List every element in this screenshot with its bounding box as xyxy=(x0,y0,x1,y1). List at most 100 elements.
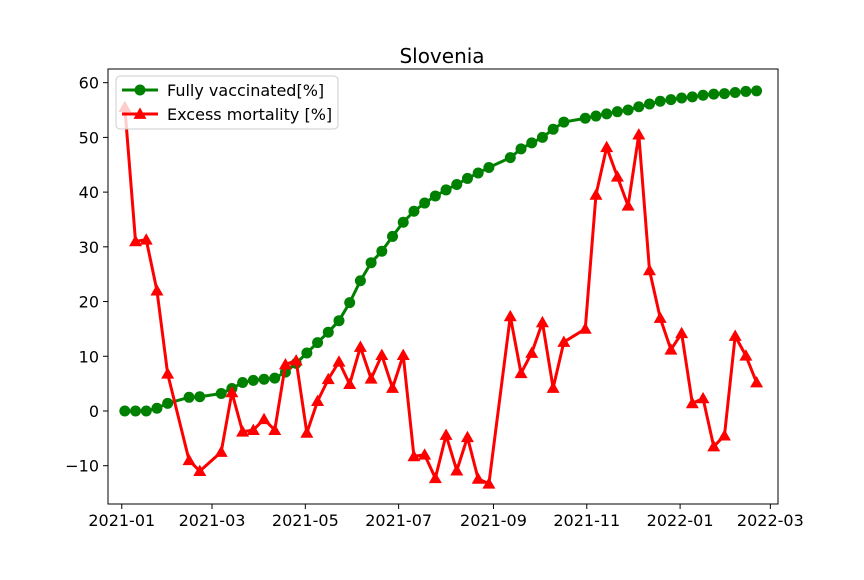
data-point-circle-0-52 xyxy=(718,88,730,100)
data-point-triangle-1-27 xyxy=(428,471,442,484)
data-point-triangle-1-51 xyxy=(707,440,721,452)
data-point-triangle-1-24 xyxy=(396,348,410,361)
data-point-circle-0-54 xyxy=(740,85,752,97)
data-point-circle-0-20 xyxy=(354,275,366,287)
data-point-circle-0-19 xyxy=(344,297,356,309)
legend: Fully vaccinated[%] Excess mortality [%] xyxy=(115,75,339,130)
series-1 xyxy=(118,100,764,489)
data-point-circle-0-28 xyxy=(440,184,452,196)
data-point-triangle-1-37 xyxy=(546,381,560,393)
x-tick-label-4: 2021-09 xyxy=(460,511,527,530)
data-point-triangle-1-6 xyxy=(193,464,207,477)
data-point-triangle-1-16 xyxy=(311,394,325,407)
data-point-circle-0-17 xyxy=(322,326,334,338)
data-point-triangle-1-43 xyxy=(621,199,635,211)
data-point-triangle-1-55 xyxy=(750,376,764,388)
legend-entry-1: Excess mortality [%] xyxy=(122,105,332,124)
data-point-triangle-1-21 xyxy=(364,372,378,384)
data-point-circle-0-44 xyxy=(633,101,645,113)
data-point-circle-0-6 xyxy=(194,391,206,403)
data-point-circle-0-45 xyxy=(644,98,656,110)
data-point-triangle-1-30 xyxy=(460,430,474,443)
x-tick-label-0: 2021-01 xyxy=(88,511,155,530)
data-point-triangle-1-15 xyxy=(300,426,314,438)
data-point-triangle-1-36 xyxy=(535,315,549,328)
data-point-circle-0-25 xyxy=(408,205,420,217)
data-point-circle-0-15 xyxy=(301,347,313,359)
y-tick-label-4: 30 xyxy=(79,238,99,257)
data-point-circle-0-29 xyxy=(451,178,463,190)
data-point-triangle-1-31 xyxy=(471,472,485,484)
data-point-triangle-1-41 xyxy=(600,140,614,153)
data-point-circle-0-41 xyxy=(601,108,613,120)
data-point-circle-0-10 xyxy=(247,374,259,386)
data-point-circle-0-34 xyxy=(515,143,527,155)
data-point-circle-0-38 xyxy=(558,116,570,128)
axes-frame xyxy=(107,68,779,505)
data-point-triangle-1-45 xyxy=(643,263,657,276)
data-point-triangle-1-48 xyxy=(675,326,689,339)
data-point-circle-0-7 xyxy=(215,387,227,399)
data-point-triangle-1-29 xyxy=(450,464,464,476)
data-point-circle-0-18 xyxy=(333,315,345,327)
data-point-triangle-1-38 xyxy=(557,335,571,347)
legend-entry-0: Fully vaccinated[%] xyxy=(122,81,324,100)
data-point-triangle-1-2 xyxy=(139,233,153,245)
y-tick-label-2: 10 xyxy=(79,347,99,366)
data-point-triangle-1-40 xyxy=(589,188,603,200)
legend-box xyxy=(115,75,339,130)
data-point-circle-0-23 xyxy=(387,230,399,242)
legend-label-1: Excess mortality [%] xyxy=(167,105,332,124)
data-point-circle-0-31 xyxy=(472,167,484,179)
data-point-triangle-1-20 xyxy=(353,340,367,352)
data-point-triangle-1-9 xyxy=(236,425,250,437)
data-point-triangle-1-12 xyxy=(268,423,282,436)
data-point-circle-0-49 xyxy=(686,91,698,103)
legend-marker-triangle-1 xyxy=(133,107,147,119)
data-point-circle-0-55 xyxy=(751,85,763,97)
data-point-circle-0-32 xyxy=(483,161,495,173)
data-point-triangle-1-10 xyxy=(246,423,260,436)
data-point-circle-0-3 xyxy=(151,402,163,414)
data-point-triangle-1-49 xyxy=(685,396,699,409)
data-point-triangle-1-54 xyxy=(739,349,753,361)
data-point-triangle-1-42 xyxy=(610,170,624,182)
data-point-circle-0-47 xyxy=(665,94,677,106)
x-tick-label-3: 2021-07 xyxy=(365,511,432,530)
data-point-circle-0-26 xyxy=(419,197,431,209)
x-tick-label-1: 2021-03 xyxy=(179,511,246,530)
data-point-triangle-1-4 xyxy=(161,367,175,379)
data-point-triangle-1-14 xyxy=(289,354,303,366)
series-0 xyxy=(119,85,763,417)
data-point-triangle-1-50 xyxy=(696,391,710,404)
data-point-circle-0-37 xyxy=(547,123,559,135)
data-point-circle-0-9 xyxy=(237,377,249,389)
data-point-triangle-1-47 xyxy=(664,343,678,355)
data-point-triangle-1-7 xyxy=(214,445,228,457)
data-point-triangle-1-22 xyxy=(375,348,389,361)
data-point-triangle-1-34 xyxy=(514,366,528,379)
data-point-triangle-1-35 xyxy=(525,346,539,358)
data-point-triangle-1-39 xyxy=(578,322,592,334)
data-point-triangle-1-17 xyxy=(321,372,335,385)
data-point-circle-0-46 xyxy=(654,95,666,107)
plot-area xyxy=(108,69,778,504)
x-tick-label-7: 2022-03 xyxy=(737,511,804,530)
data-point-triangle-1-18 xyxy=(332,355,346,367)
data-point-triangle-1-1 xyxy=(129,234,143,247)
series-layer xyxy=(118,85,764,489)
data-point-circle-0-24 xyxy=(397,216,409,228)
data-point-circle-0-50 xyxy=(697,89,709,101)
data-point-triangle-1-23 xyxy=(386,381,400,393)
data-point-triangle-1-11 xyxy=(257,412,271,425)
data-point-circle-0-39 xyxy=(579,112,591,124)
data-point-circle-0-21 xyxy=(365,257,377,269)
data-point-triangle-1-13 xyxy=(278,357,292,370)
data-point-triangle-1-3 xyxy=(150,284,164,296)
data-point-triangle-1-19 xyxy=(343,377,357,390)
data-point-circle-0-27 xyxy=(429,190,441,202)
x-tick-label-6: 2022-01 xyxy=(647,511,714,530)
data-point-triangle-1-52 xyxy=(717,429,731,441)
x-tick-label-2: 2021-05 xyxy=(272,511,339,530)
